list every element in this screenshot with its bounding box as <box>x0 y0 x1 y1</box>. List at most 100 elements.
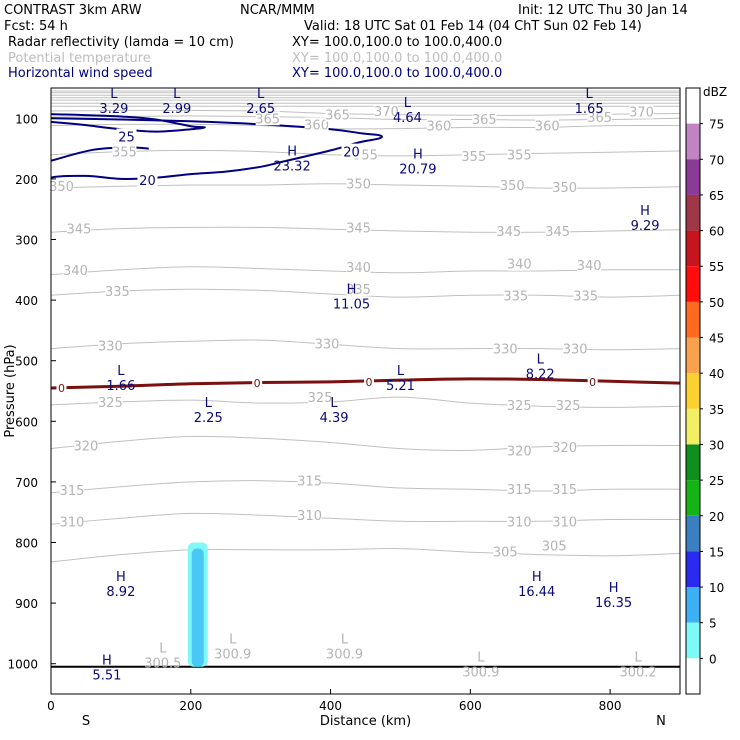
theta-contour-label: 325 <box>556 399 581 414</box>
colorbar-band--5 <box>686 658 700 694</box>
colorbar-band-0 <box>686 622 700 659</box>
colorbar-label: 20 <box>709 510 724 524</box>
theta-contour-label: 310 <box>552 515 577 530</box>
theta-label-bg <box>304 117 329 132</box>
theta-label-bg <box>98 394 123 409</box>
theta-label-bg <box>112 144 137 159</box>
theta-contour-label: 365 <box>472 113 497 128</box>
theta-contour-label: 340 <box>63 264 88 279</box>
colorbar-label: 60 <box>709 225 724 239</box>
wind-extremum-high-marker: H <box>640 204 650 219</box>
wind-extremum-low-marker: L <box>110 87 118 102</box>
wind-extremum-high-marker: H <box>102 654 112 669</box>
theta-contour-label: 330 <box>493 343 518 358</box>
theta-label-bg <box>315 336 340 351</box>
colorbar-label: 35 <box>709 403 724 417</box>
colorbar-band-45 <box>686 301 700 338</box>
x-tick-label: 800 <box>599 699 622 713</box>
zero-label-bg <box>363 375 374 388</box>
colorbar-band-50 <box>686 266 700 302</box>
zero-line-label: 0 <box>365 376 372 389</box>
colorbar-label: 75 <box>709 118 724 132</box>
y-tick-label: 900 <box>15 597 38 611</box>
theta-contour-label: 320 <box>552 441 577 456</box>
plot-frame <box>50 87 681 695</box>
colorbar-band-20 <box>686 480 700 516</box>
wind-extremum-value: 11.05 <box>333 297 370 312</box>
theta-extremum-low-marker: L <box>159 642 167 657</box>
y-tick-label: 500 <box>15 355 38 369</box>
theta-contour-label: 365 <box>255 112 280 127</box>
field-xy-wind: XY= 100.0,100.0 to 100.0,400.0 <box>292 66 503 81</box>
theta-label-bg <box>587 110 612 125</box>
colorbar-label: 0 <box>709 652 717 666</box>
wind-extremum-value: 20.79 <box>399 163 436 178</box>
theta-contour-label: 305 <box>493 546 518 561</box>
theta-label-bg <box>535 118 560 133</box>
theta-contour-label: 340 <box>507 258 532 273</box>
theta-contour-label: 335 <box>573 289 598 304</box>
x-tick-label: 600 <box>459 699 482 713</box>
theta-label-bg <box>503 288 528 303</box>
theta-label-bg <box>545 224 570 239</box>
wind-extremum-high-marker: H <box>287 145 297 160</box>
theta-contour-label: 305 <box>542 540 567 555</box>
y-tick-label: 1000 <box>7 658 38 672</box>
theta-label-bg <box>426 118 451 133</box>
colorbar-band-60 <box>686 194 700 231</box>
wind-extremum-value: 2.99 <box>162 102 191 117</box>
theta-contour-label: 325 <box>507 399 532 414</box>
theta-contour-label: 355 <box>507 149 532 164</box>
wind-extremum-low-marker: L <box>330 396 338 411</box>
wind-label-bg <box>341 143 362 159</box>
y-axis-title: Pressure (hPa) <box>3 344 18 437</box>
wind-extremum-value: 2.65 <box>246 102 275 117</box>
colorbar-frame <box>685 87 701 695</box>
colorbar-label: 50 <box>709 296 724 310</box>
theta-label-bg <box>59 482 84 497</box>
y-tick-label: 600 <box>15 415 38 429</box>
theta-label-bg <box>98 338 123 353</box>
x-endpoint-left: S <box>82 714 90 729</box>
y-tick-label: 700 <box>15 476 38 490</box>
theta-contour-label: 325 <box>308 391 333 406</box>
theta-extremum-value: 300.9 <box>462 666 499 681</box>
colorbar-label: 40 <box>709 367 724 381</box>
wind-extremum-low-marker: L <box>173 87 181 102</box>
theta-contour-label: 315 <box>60 484 85 499</box>
theta-contour-label: 350 <box>552 181 577 196</box>
colorbar-band-35 <box>686 373 700 409</box>
theta-label-bg <box>325 107 350 122</box>
x-tick-label: 200 <box>179 699 202 713</box>
theta-contour-305 <box>51 548 680 563</box>
theta-contour-label: 335 <box>105 285 130 300</box>
wind-extremum-low-marker: L <box>586 87 594 102</box>
x-axis-title: Distance (km) <box>320 714 411 729</box>
theta-label-bg <box>374 104 399 119</box>
wind-contour-label: 20 <box>343 146 360 161</box>
colorbar-band-15 <box>686 515 700 552</box>
theta-contour-label: 345 <box>346 221 371 236</box>
theta-label-bg <box>577 257 602 272</box>
theta-contour-label: 360 <box>426 120 451 135</box>
theta-contour-label: 315 <box>297 475 322 490</box>
colorbar-band-70 <box>686 123 700 160</box>
wind-extremum-high-marker: H <box>532 570 542 585</box>
model-title: CONTRAST 3km ARW <box>4 3 142 18</box>
theta-contour-360 <box>51 123 680 130</box>
wind-extremum-value: 9.29 <box>631 219 660 234</box>
wind-extremum-high-marker: H <box>347 282 357 297</box>
theta-contour-label: 320 <box>507 444 532 459</box>
theta-contour-label: 335 <box>346 283 371 298</box>
theta-label-bg <box>59 514 84 529</box>
theta-label-bg <box>629 104 654 119</box>
field-xy-reflectivity: XY= 100.0,100.0 to 100.0,400.0 <box>292 35 503 50</box>
wind-extremum-high-marker: H <box>609 581 619 596</box>
theta-label-bg <box>346 282 371 297</box>
field-xy-theta: XY= 100.0,100.0 to 100.0,400.0 <box>292 51 503 66</box>
theta-label-bg <box>507 147 532 162</box>
theta-contour-label: 350 <box>49 180 74 195</box>
theta-label-bg <box>346 176 371 191</box>
y-tick-label: 200 <box>15 173 38 187</box>
forecast-hour: Fcst: 54 h <box>4 19 68 34</box>
